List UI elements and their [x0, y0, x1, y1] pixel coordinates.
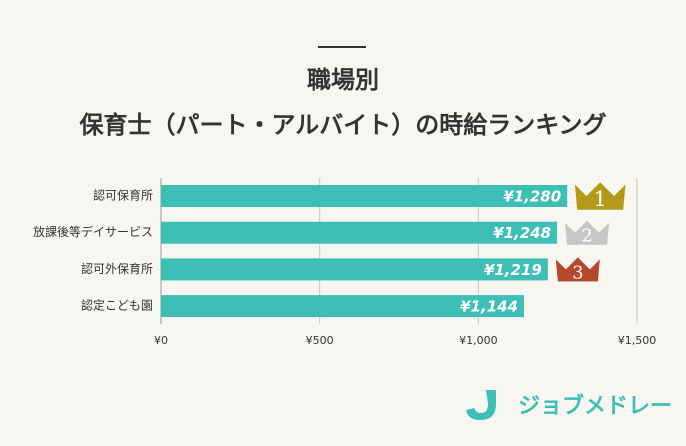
rank-label: 1	[594, 187, 607, 211]
brand-logo: ジョブメドレー	[466, 390, 672, 420]
x-tick-label: ¥0	[154, 334, 168, 347]
y-tick-label: 認定こども園	[81, 298, 153, 313]
rank-crown: 2	[565, 220, 610, 247]
chart-subtitle: 保育士（パート・アルバイト）の時給ランキング	[78, 111, 606, 139]
y-tick-label: 放課後等デイサービス	[33, 224, 153, 239]
crown-shape	[565, 220, 610, 245]
y-tick-label: 認可保育所	[93, 188, 153, 203]
rank-label: 2	[581, 226, 592, 247]
rank-crown: 1	[574, 182, 626, 211]
crown-shape	[574, 182, 626, 210]
bar	[161, 185, 568, 207]
brand-name: ジョブメドレー	[518, 393, 672, 419]
x-tick-label: ¥1,000	[459, 334, 498, 347]
bar	[161, 295, 525, 318]
crown-shape	[555, 257, 600, 282]
value-label: ¥1,144	[460, 298, 518, 316]
rank-crown: 3	[555, 257, 600, 283]
chart-title: 職場別	[307, 66, 379, 94]
y-tick-label: 認可外保育所	[81, 261, 153, 276]
value-label: ¥1,280	[503, 188, 561, 206]
logo-icon	[466, 390, 496, 420]
x-tick-label: ¥500	[306, 334, 334, 347]
rank-label: 3	[572, 262, 583, 283]
x-tick-label: ¥1,500	[618, 334, 657, 347]
bar	[161, 258, 548, 281]
bar	[161, 221, 558, 244]
value-label: ¥1,248	[493, 224, 551, 242]
value-label: ¥1,219	[484, 261, 542, 279]
